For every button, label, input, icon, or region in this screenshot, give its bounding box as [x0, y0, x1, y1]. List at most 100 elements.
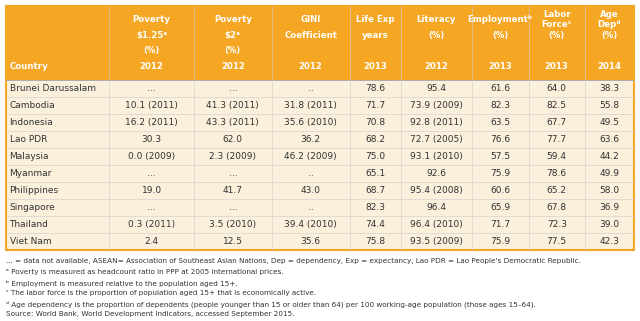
Text: ...: ...: [147, 84, 156, 93]
Text: 93.5 (2009): 93.5 (2009): [410, 237, 463, 246]
Text: 71.7: 71.7: [490, 220, 510, 229]
Text: Country: Country: [10, 62, 48, 71]
Text: 67.8: 67.8: [547, 203, 567, 212]
Text: 76.6: 76.6: [490, 135, 510, 144]
Text: 2012: 2012: [299, 62, 323, 71]
Text: ..: ..: [308, 169, 314, 178]
Text: 68.2: 68.2: [365, 135, 385, 144]
Text: 65.2: 65.2: [547, 186, 567, 195]
Text: 73.9 (2009): 73.9 (2009): [410, 101, 463, 110]
Text: 65.1: 65.1: [365, 169, 385, 178]
Text: 92.8 (2011): 92.8 (2011): [410, 118, 463, 127]
FancyBboxPatch shape: [6, 199, 634, 216]
FancyBboxPatch shape: [6, 233, 634, 250]
Text: 58.0: 58.0: [599, 186, 620, 195]
Text: Cambodia: Cambodia: [10, 101, 55, 110]
Text: 49.9: 49.9: [599, 169, 620, 178]
Text: 75.9: 75.9: [490, 169, 510, 178]
Text: Literacy: Literacy: [417, 15, 456, 24]
Text: 39.4 (2010): 39.4 (2010): [284, 220, 337, 229]
Text: 57.5: 57.5: [490, 152, 510, 161]
Text: ...: ...: [147, 169, 156, 178]
Text: 62.0: 62.0: [223, 135, 243, 144]
Text: 61.6: 61.6: [490, 84, 510, 93]
Text: 75.8: 75.8: [365, 237, 385, 246]
Text: Malaysia: Malaysia: [10, 152, 49, 161]
Text: 2014: 2014: [597, 62, 621, 71]
Text: 35.6 (2010): 35.6 (2010): [284, 118, 337, 127]
Text: ..: ..: [308, 203, 314, 212]
Text: 63.5: 63.5: [490, 118, 510, 127]
Text: $2ᵃ: $2ᵃ: [225, 31, 241, 40]
Text: Philippines: Philippines: [10, 186, 59, 195]
Text: 78.6: 78.6: [547, 169, 567, 178]
Text: 2013: 2013: [364, 62, 387, 71]
Text: 96.4 (2010): 96.4 (2010): [410, 220, 463, 229]
Text: Poverty: Poverty: [214, 15, 252, 24]
Text: 65.9: 65.9: [490, 203, 510, 212]
Text: 95.4 (2008): 95.4 (2008): [410, 186, 463, 195]
Text: 59.4: 59.4: [547, 152, 567, 161]
Text: 31.8 (2011): 31.8 (2011): [284, 101, 337, 110]
FancyBboxPatch shape: [6, 148, 634, 165]
Text: Poverty: Poverty: [132, 15, 171, 24]
Text: 3.5 (2010): 3.5 (2010): [209, 220, 257, 229]
Text: 55.8: 55.8: [599, 101, 620, 110]
Text: 96.4: 96.4: [426, 203, 446, 212]
Text: 43.3 (2011): 43.3 (2011): [207, 118, 259, 127]
FancyBboxPatch shape: [6, 80, 634, 97]
Text: ᶜ The labor force is the proportion of population aged 15+ that is economically : ᶜ The labor force is the proportion of p…: [6, 290, 317, 296]
Text: GINI: GINI: [301, 15, 321, 24]
Text: 64.0: 64.0: [547, 84, 567, 93]
Text: 70.8: 70.8: [365, 118, 385, 127]
Text: 49.5: 49.5: [599, 118, 620, 127]
Text: years: years: [362, 31, 388, 40]
Text: 2013: 2013: [545, 62, 569, 71]
Text: Brunei Darussalam: Brunei Darussalam: [10, 84, 95, 93]
Text: (%): (%): [225, 46, 241, 55]
Text: ᵈ Age dependency is the proportion of dependents (people younger than 15 or olde: ᵈ Age dependency is the proportion of de…: [6, 301, 536, 308]
Text: 72.7 (2005): 72.7 (2005): [410, 135, 463, 144]
Text: 60.6: 60.6: [490, 186, 510, 195]
Text: 82.5: 82.5: [547, 101, 567, 110]
Text: $1.25ᵃ: $1.25ᵃ: [136, 31, 167, 40]
Text: ᵃ Poverty is measured as headcount ratio in PPP at 2005 international prices.: ᵃ Poverty is measured as headcount ratio…: [6, 269, 284, 275]
FancyBboxPatch shape: [6, 131, 634, 148]
Text: 36.9: 36.9: [599, 203, 620, 212]
Text: 35.6: 35.6: [301, 237, 321, 246]
Text: Employmentᵇ: Employmentᵇ: [468, 15, 533, 24]
Text: 74.4: 74.4: [365, 220, 385, 229]
Text: 78.6: 78.6: [365, 84, 385, 93]
Text: 82.3: 82.3: [365, 203, 385, 212]
Text: 75.9: 75.9: [490, 237, 510, 246]
FancyBboxPatch shape: [6, 114, 634, 131]
Text: 92.6: 92.6: [426, 169, 446, 178]
Text: 42.3: 42.3: [600, 237, 620, 246]
FancyBboxPatch shape: [6, 182, 634, 199]
Text: 16.2 (2011): 16.2 (2011): [125, 118, 178, 127]
Text: 2012: 2012: [140, 62, 164, 71]
Text: ...: ...: [228, 203, 237, 212]
Text: 2013: 2013: [488, 62, 512, 71]
Text: 67.7: 67.7: [547, 118, 567, 127]
Text: (%): (%): [492, 31, 508, 40]
Text: 41.7: 41.7: [223, 186, 243, 195]
Text: 72.3: 72.3: [547, 220, 567, 229]
Text: 2.3 (2009): 2.3 (2009): [209, 152, 257, 161]
Text: 71.7: 71.7: [365, 101, 385, 110]
Text: 77.7: 77.7: [547, 135, 567, 144]
Text: 0.3 (2011): 0.3 (2011): [128, 220, 175, 229]
Text: 41.3 (2011): 41.3 (2011): [207, 101, 259, 110]
Text: (%): (%): [601, 31, 618, 40]
Text: ... = data not available, ASEAN= Association of Southeast Asian Nations, Dep = d: ... = data not available, ASEAN= Associa…: [6, 258, 581, 265]
Text: Source: World Bank, World Development Indicators, accessed September 2015.: Source: World Bank, World Development In…: [6, 311, 295, 317]
Text: ...: ...: [228, 84, 237, 93]
FancyBboxPatch shape: [6, 216, 634, 233]
FancyBboxPatch shape: [6, 6, 634, 80]
Text: Lao PDR: Lao PDR: [10, 135, 47, 144]
Text: 12.5: 12.5: [223, 237, 243, 246]
Text: 0.0 (2009): 0.0 (2009): [128, 152, 175, 161]
Text: Thailand: Thailand: [10, 220, 49, 229]
Text: 46.2 (2009): 46.2 (2009): [284, 152, 337, 161]
Text: (%): (%): [548, 31, 565, 40]
